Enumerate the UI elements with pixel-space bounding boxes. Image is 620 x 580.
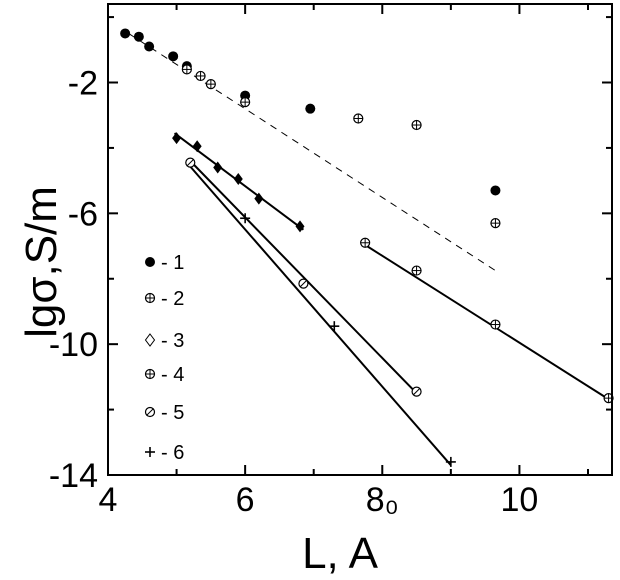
series-3-point-6 [295, 220, 305, 233]
plot-frame [107, 3, 613, 476]
series-4-fit-line [361, 241, 613, 403]
series-1-point-8 [490, 185, 501, 196]
legend: - 1 - 2 - 3 - 4 - 5 - 6 [144, 252, 184, 464]
y-tick-label: -6 [68, 195, 98, 233]
x-tick-label: 10 [501, 481, 539, 519]
data-markers [120, 28, 614, 467]
x-axis-title: L, A [302, 529, 378, 578]
series-5-point-2 [298, 278, 309, 289]
series-4-point-4 [603, 393, 614, 404]
legend-entry-5: - 5 [144, 402, 184, 424]
x-tick-label: 4 [99, 481, 118, 519]
series-3-point-1 [172, 132, 182, 145]
x-tick-label: 8₀ [366, 481, 399, 519]
series-3-point-2 [192, 140, 202, 153]
series-4-point-2 [411, 265, 422, 276]
series-1-point-3 [144, 41, 155, 52]
series-2-point-7 [490, 218, 501, 229]
legend-entry-1: - 1 [145, 252, 184, 274]
series-5-point-1 [185, 157, 196, 168]
series-2-point-5 [353, 113, 364, 124]
legend-label-6: - 6 [161, 442, 184, 464]
legend-marker-5 [144, 406, 156, 418]
series-4-point-3 [490, 319, 501, 330]
series-2-point-1 [181, 64, 192, 75]
axes: 4 6 8₀ 10 -2 -6 -10 -14 [49, 3, 613, 519]
series-6-point-3 [445, 456, 456, 467]
series-2-point-2 [195, 70, 206, 82]
series-1-point-7 [305, 103, 316, 114]
series-2-point-3 [205, 79, 216, 90]
legend-entry-3: - 3 [144, 330, 184, 352]
legend-label-2: - 2 [161, 288, 184, 310]
series-6-point-2 [329, 321, 340, 332]
y-tick-label: -14 [49, 457, 98, 495]
series-6-fit-line [186, 161, 452, 466]
series-1-point-2 [133, 31, 144, 42]
legend-marker-1 [145, 257, 155, 267]
series-2-fit-line [128, 33, 496, 271]
legend-label-3: - 3 [161, 330, 184, 352]
legend-marker-3 [144, 333, 156, 347]
legend-label-1: - 1 [161, 252, 184, 274]
series-4-point-1 [360, 237, 371, 248]
legend-marker-6 [145, 447, 155, 457]
legend-label-4: - 4 [161, 364, 184, 386]
series-3-point-4 [233, 172, 243, 185]
legend-marker-2 [144, 292, 156, 304]
y-axis-title: lgσ,S/m [17, 186, 66, 338]
series-5-fit-line [189, 160, 418, 394]
legend-entry-2: - 2 [144, 288, 184, 310]
series-1-point-1 [120, 28, 131, 39]
series-1-point-4 [168, 51, 179, 62]
series-6-point-1 [240, 213, 251, 224]
series-3-point-3 [213, 161, 223, 174]
y-tick-label: -10 [49, 326, 98, 364]
legend-entry-6: - 6 [145, 442, 184, 464]
legend-entry-4: - 4 [144, 364, 184, 386]
series-3-point-5 [254, 192, 264, 205]
y-tick-label: -2 [68, 65, 98, 103]
x-tick-label: 6 [236, 481, 255, 519]
series-2-point-4 [240, 97, 251, 108]
legend-marker-4 [144, 368, 156, 380]
series-2-point-6 [411, 119, 422, 131]
fit-lines [128, 33, 613, 466]
legend-label-5: - 5 [161, 402, 184, 424]
series-5-point-3 [411, 386, 422, 397]
